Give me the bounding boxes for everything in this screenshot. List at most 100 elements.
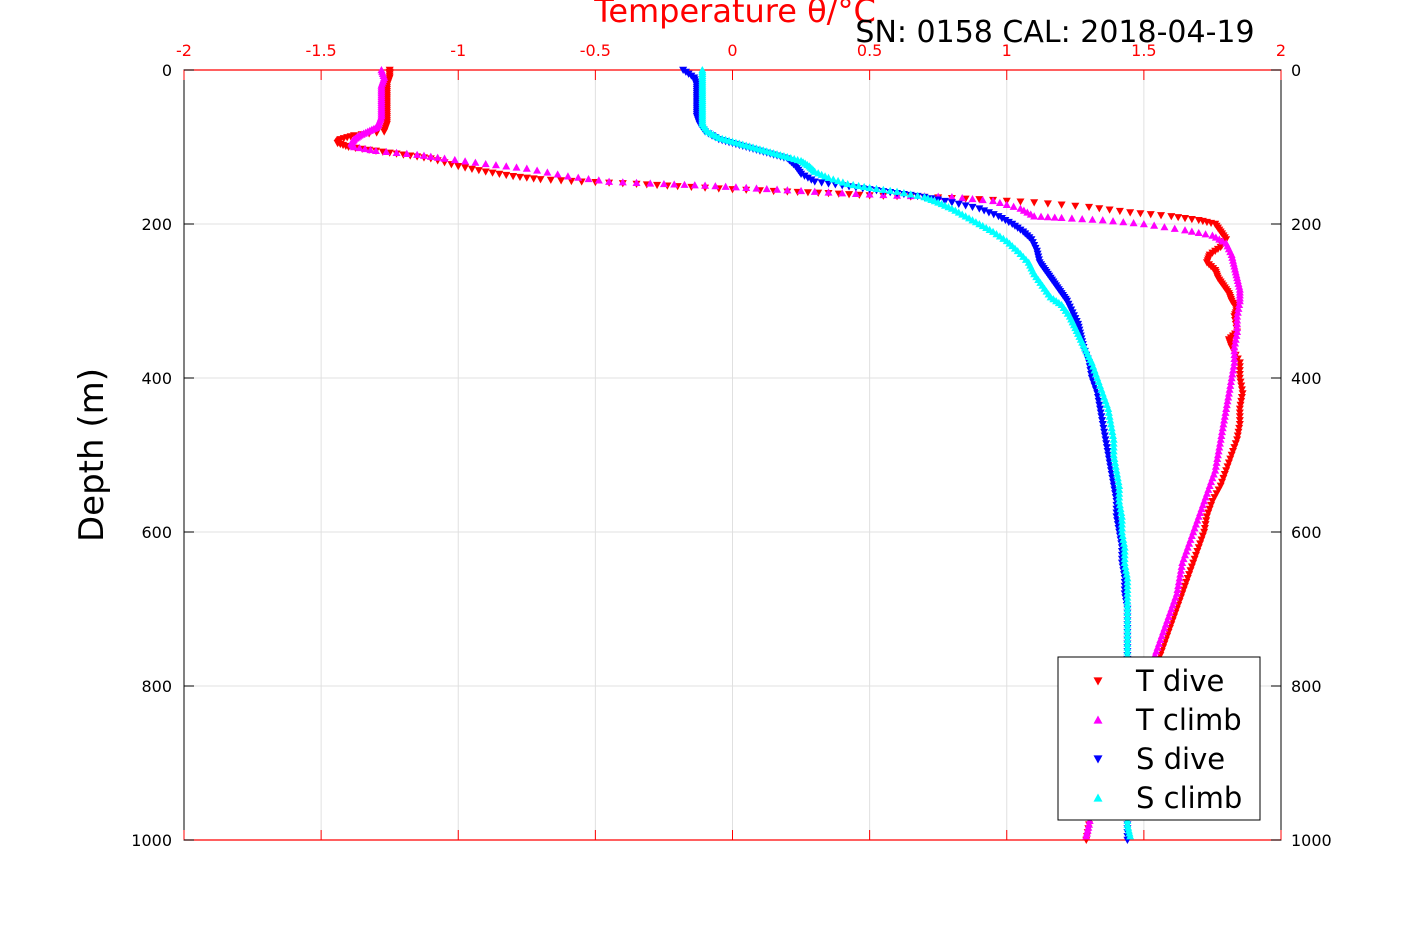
data-point [1122, 566, 1131, 574]
data-point [1113, 474, 1122, 482]
data-point [1043, 200, 1052, 208]
data-point [350, 143, 359, 151]
data-point [1207, 501, 1216, 510]
data-point [1196, 540, 1205, 548]
data-point [1233, 327, 1242, 335]
data-point [800, 172, 809, 180]
data-point [563, 172, 572, 180]
data-point [1119, 535, 1128, 543]
data-point [1213, 451, 1222, 459]
data-point [1210, 494, 1219, 502]
data-point [567, 177, 576, 186]
data-point [1170, 224, 1179, 232]
data-point [1204, 509, 1213, 517]
data-point [1182, 578, 1191, 587]
data-point [1115, 489, 1124, 497]
data-point [653, 181, 662, 190]
data-point [522, 164, 531, 172]
data-point [1082, 832, 1091, 840]
data-point [426, 152, 435, 160]
data-point [1234, 304, 1243, 312]
data-point [515, 173, 524, 182]
data-point [1160, 223, 1169, 231]
data-point [989, 211, 998, 219]
y-tick-label-right: 800 [1291, 677, 1322, 696]
data-point [975, 196, 984, 204]
data-point [1111, 458, 1120, 466]
legend-label: S climb [1136, 781, 1242, 815]
data-point [1098, 421, 1107, 429]
data-point [670, 180, 679, 188]
data-point [1111, 462, 1120, 470]
data-point [680, 180, 689, 188]
data-point [1235, 367, 1244, 375]
data-point [879, 185, 888, 193]
data-point [1139, 220, 1148, 228]
data-point [1109, 431, 1118, 439]
data-point [886, 186, 895, 194]
data-point [618, 178, 627, 186]
data-point [481, 168, 490, 176]
data-point [574, 173, 583, 181]
data-point [824, 188, 833, 196]
data-point [1088, 215, 1097, 223]
data-point [1205, 505, 1214, 513]
data-point [1123, 601, 1132, 609]
data-point [1009, 202, 1018, 210]
data-point [481, 159, 490, 168]
data-point [1108, 427, 1117, 436]
data-point [1121, 562, 1130, 570]
data-point [1057, 213, 1066, 222]
data-point [1004, 218, 1013, 227]
data-point [1213, 454, 1222, 463]
data-point [1211, 462, 1220, 470]
data-point [1235, 297, 1244, 305]
data-point [1218, 478, 1227, 486]
data-point [810, 187, 819, 195]
data-point [1157, 212, 1166, 220]
data-point [1043, 213, 1052, 221]
data-point [361, 144, 370, 153]
data-point [1078, 214, 1087, 223]
data-point [533, 166, 542, 174]
data-point [632, 178, 641, 187]
data-point [392, 148, 401, 156]
data-point [1212, 490, 1221, 498]
data-point [1189, 559, 1198, 567]
data-point [1201, 521, 1210, 529]
data-point [1175, 574, 1184, 582]
x-tick-label: 0.5 [857, 41, 882, 60]
data-point [980, 207, 989, 215]
data-point [1223, 463, 1232, 471]
data-point [557, 177, 566, 185]
data-point [1226, 455, 1235, 463]
data-point [536, 176, 545, 184]
data-point [817, 179, 826, 187]
data-point [701, 181, 710, 189]
data-point [605, 177, 614, 185]
data-point [958, 194, 967, 202]
data-point [646, 179, 655, 187]
data-point [1109, 435, 1118, 443]
data-point [783, 186, 792, 194]
data-point [978, 195, 987, 204]
data-point [1118, 531, 1127, 540]
y-tick-label-left: 200 [141, 215, 172, 234]
data-point [797, 186, 806, 195]
data-point [461, 157, 470, 165]
data-point [1115, 501, 1124, 509]
data-point [1123, 589, 1132, 597]
data-point [961, 202, 970, 210]
data-point [454, 163, 463, 171]
data-point [1129, 219, 1138, 227]
data-point [843, 179, 852, 188]
data-point [762, 184, 771, 193]
y-tick-label-left: 400 [141, 369, 172, 388]
data-point [1229, 362, 1238, 370]
data-point [845, 191, 854, 199]
data-point [1109, 439, 1118, 447]
data-point [1224, 389, 1233, 397]
data-point [1126, 832, 1135, 840]
data-point [1123, 585, 1132, 593]
